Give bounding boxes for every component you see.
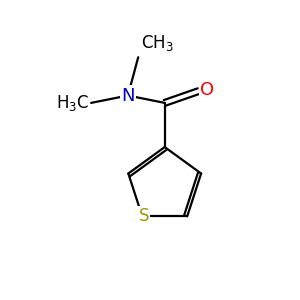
Text: O: O: [200, 81, 214, 99]
Text: N: N: [121, 86, 135, 104]
Text: H$_3$C: H$_3$C: [56, 93, 89, 113]
Text: CH$_3$: CH$_3$: [141, 33, 174, 53]
Text: S: S: [138, 207, 149, 225]
